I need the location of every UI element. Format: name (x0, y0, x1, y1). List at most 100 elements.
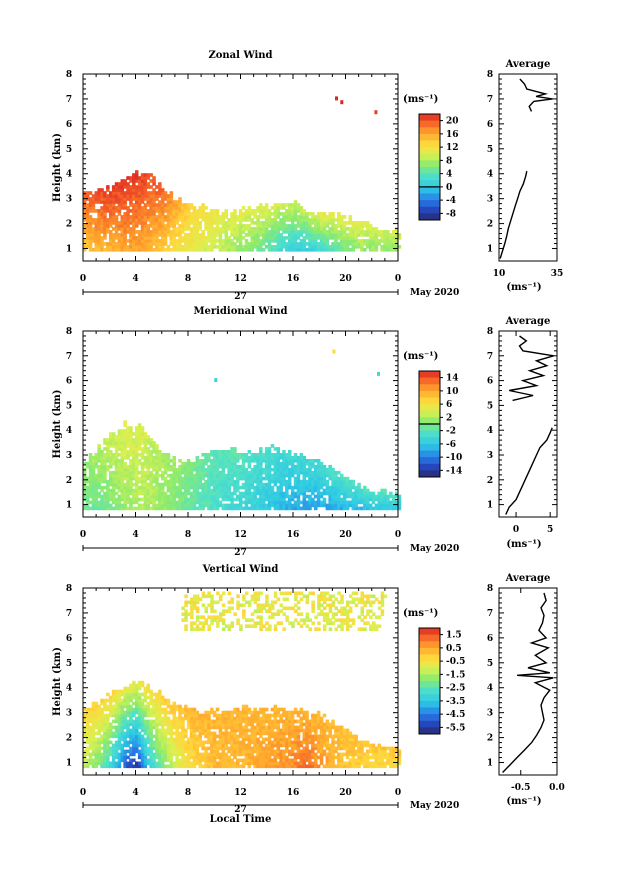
heatmap-cell (357, 482, 361, 487)
heatmap-cell (218, 459, 223, 463)
heatmap-cell (192, 752, 197, 757)
heatmap-cell (123, 191, 127, 195)
heatmap-cell (129, 689, 133, 694)
heatmap-cell (111, 432, 116, 436)
heatmap-cell (236, 740, 240, 745)
heatmap-cell (293, 503, 298, 508)
colorbar-segment (419, 213, 440, 221)
heatmap-cell (348, 248, 353, 252)
heatmap-cell (340, 239, 344, 243)
heatmap-cell (256, 230, 260, 234)
heatmap-cell (282, 456, 286, 460)
heatmap-cell (94, 737, 98, 742)
heatmap-cell (328, 476, 332, 481)
heatmap-cell (227, 503, 231, 508)
heatmap-cell (132, 461, 136, 466)
heatmap-cell (161, 459, 165, 463)
heatmap-cell (140, 707, 145, 712)
heatmap-cell (91, 482, 96, 487)
heatmap-cell (146, 695, 150, 700)
heatmap-cell (166, 725, 171, 730)
heatmap-cell (166, 206, 171, 210)
heatmap-cell (114, 749, 119, 754)
heatmap-cell (152, 500, 156, 505)
heatmap-cell (302, 224, 306, 228)
heatmap-cell (149, 218, 153, 222)
heatmap-cell (88, 248, 93, 252)
heatmap-cell (88, 488, 93, 493)
heatmap-cell (111, 698, 116, 703)
heatmap-cell (210, 461, 214, 466)
heatmap-cell (100, 248, 104, 252)
heatmap-cell (114, 710, 119, 715)
heatmap-cell (123, 473, 127, 478)
heatmap-cell (192, 248, 197, 252)
heatmap-cell (288, 245, 292, 249)
heatmap-cell (97, 453, 101, 457)
heatmap-cell (392, 500, 396, 505)
heatmap-cell (140, 176, 145, 180)
heatmap-cell (155, 488, 159, 493)
heatmap-cell (282, 224, 286, 228)
heatmap-cell (88, 230, 93, 234)
heatmap-cell (88, 752, 93, 757)
heatmap-cell (273, 459, 278, 463)
heatmap-cell (114, 479, 119, 484)
heatmap-cell (178, 245, 182, 249)
heatmap-cell (123, 185, 127, 189)
colorbar-tick-label: 20 (446, 117, 459, 127)
heatmap-cell (117, 710, 122, 715)
heatmap-cell (152, 176, 156, 180)
heatmap-cell (250, 716, 254, 721)
heatmap-cell (201, 473, 205, 478)
heatmap-cell (132, 689, 136, 694)
heatmap-cell (146, 737, 150, 742)
heatmap-cell (253, 470, 257, 475)
heatmap-cell (88, 746, 93, 751)
heatmap-cell (163, 497, 168, 502)
heatmap-cell (253, 485, 257, 490)
heatmap-cell (140, 749, 145, 754)
heatmap-cell (366, 239, 370, 243)
heatmap-cell (282, 218, 286, 222)
heatmap-cell (308, 242, 312, 246)
heatmap-cell (175, 221, 179, 225)
heatmap-cell (259, 464, 263, 469)
heatmap-cell (189, 467, 194, 472)
heatmap-cell (236, 482, 240, 487)
heatmap-cell (132, 482, 136, 487)
heatmap-cell (132, 221, 136, 225)
heatmap-cell (236, 737, 240, 742)
heatmap-cell (152, 191, 156, 195)
heatmap-cell (204, 503, 208, 508)
heatmap-cell (132, 185, 136, 189)
heatmap-cell (210, 245, 214, 249)
heatmap-cell (132, 473, 136, 478)
heatmap-cell (195, 710, 200, 715)
heatmap-cell (146, 435, 150, 439)
heatmap-cell (238, 221, 243, 225)
colorbar-segment (419, 377, 440, 385)
heatmap-cell (204, 236, 208, 240)
heatmap-cell (256, 227, 260, 231)
heatmap-cell (371, 236, 376, 240)
heatmap-cell (117, 221, 122, 225)
heatmap-cell (140, 212, 145, 216)
heatmap-cell (221, 752, 226, 757)
heatmap-cell (256, 467, 260, 472)
heatmap-cell (166, 485, 171, 490)
heatmap-cell (253, 506, 257, 511)
heatmap-cell (238, 746, 243, 751)
heatmap-cell (337, 236, 341, 240)
heatmap-cell (111, 710, 116, 715)
heatmap-cell (204, 218, 208, 222)
heatmap-cell (212, 227, 217, 231)
heatmap-cell (100, 485, 104, 490)
heatmap-cell (201, 464, 205, 469)
heatmap-cell (158, 473, 162, 478)
heatmap-cell (227, 764, 231, 769)
heatmap-cell (204, 470, 208, 475)
heatmap-cell (123, 242, 127, 246)
heatmap-cell (195, 459, 200, 463)
heatmap-cell (322, 215, 327, 219)
